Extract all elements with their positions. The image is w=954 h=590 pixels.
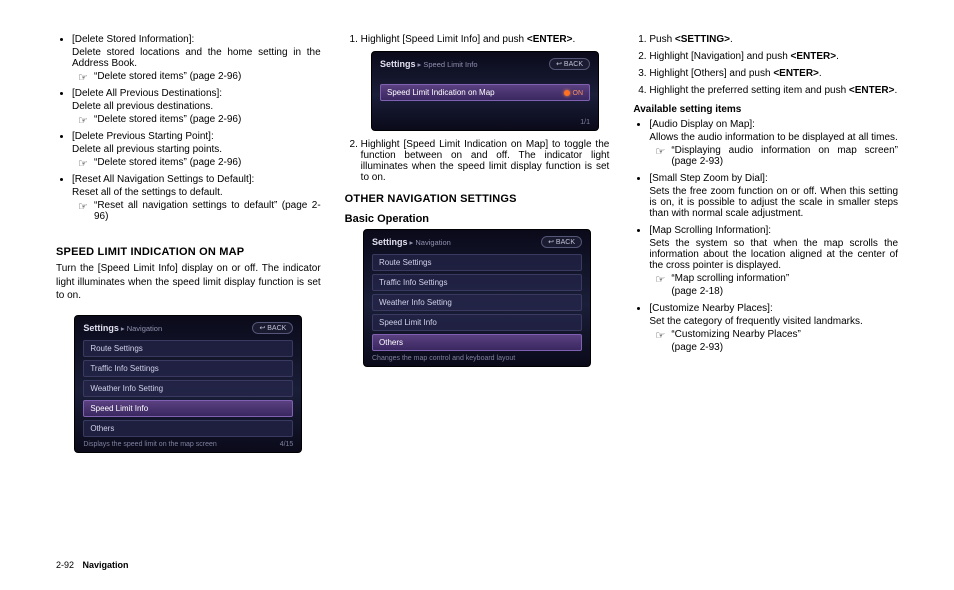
menu-row-selected: Speed Limit Indication on Map ON (380, 84, 590, 101)
list-item: [Delete Stored Information]: Delete stor… (72, 34, 321, 82)
screen-footer-text: Displays the speed limit on the map scre… (83, 441, 216, 448)
item-title: [Reset All Navigation Settings to Defaul… (72, 174, 321, 185)
item-desc: Delete stored locations and the home set… (72, 47, 321, 69)
column-middle: Highlight [Speed Limit Info] and push <E… (345, 34, 610, 570)
screenshot-navigation-others: Settings▸ Navigation ↩ BACK Route Settin… (363, 229, 591, 367)
list-item: [Delete Previous Starting Point]: Delete… (72, 131, 321, 168)
reference-icon: ☞ (655, 145, 665, 158)
item-desc: Sets the system so that when the map scr… (649, 238, 898, 271)
menu-row: Weather Info Setting (372, 294, 582, 311)
button-ref: <ENTER> (773, 68, 819, 79)
screen-breadcrumb: ▸ Navigation (410, 238, 451, 247)
item-desc: Reset all of the settings to default. (72, 187, 321, 198)
screen-breadcrumb: ▸ Navigation (121, 324, 162, 333)
steps-list-other-nav: Push <SETTING>. Highlight [Navigation] a… (633, 34, 898, 96)
item-desc: Sets the free zoom function on or off. W… (649, 186, 898, 219)
item-ref: ☞“Delete stored items” (page 2-96) (72, 71, 321, 82)
item-ref-page: (page 2-18) (649, 286, 898, 297)
step-item: Highlight [Speed Limit Info] and push <E… (361, 34, 610, 131)
screen-footer-text: Changes the map control and keyboard lay… (372, 355, 515, 362)
item-desc: Delete all previous starting points. (72, 144, 321, 155)
available-settings-list: [Audio Display on Map]: Allows the audio… (633, 119, 898, 353)
list-item: [Delete All Previous Destinations]: Dele… (72, 88, 321, 125)
item-ref: ☞“Delete stored items” (page 2-96) (72, 114, 321, 125)
back-button: ↩ BACK (549, 58, 590, 70)
page-footer: 2-92 Navigation (56, 560, 321, 570)
reference-icon: ☞ (78, 157, 88, 170)
item-title: [Customize Nearby Places]: (649, 303, 898, 314)
screenshot-speed-limit-info: Settings▸ Speed Limit Info ↩ BACK Speed … (371, 51, 599, 131)
menu-row: Traffic Info Settings (372, 274, 582, 291)
item-title: [Small Step Zoom by Dial]: (649, 173, 898, 184)
back-button: ↩ BACK (252, 322, 293, 334)
column-right: Push <SETTING>. Highlight [Navigation] a… (633, 34, 898, 570)
button-ref: <ENTER> (791, 51, 837, 62)
list-item: [Map Scrolling Information]: Sets the sy… (649, 225, 898, 297)
screen-page-indicator: 4/15 (280, 441, 294, 448)
column-left: [Delete Stored Information]: Delete stor… (56, 34, 321, 570)
item-ref-page: (page 2-93) (649, 342, 898, 353)
item-title: [Map Scrolling Information]: (649, 225, 898, 236)
menu-row: Traffic Info Settings (83, 360, 293, 377)
list-item: [Customize Nearby Places]: Set the categ… (649, 303, 898, 353)
step-item: Highlight [Navigation] and push <ENTER>. (649, 51, 898, 62)
page-footer-label: Navigation (83, 560, 129, 570)
screen-title: Settings (372, 237, 408, 247)
menu-row: Route Settings (83, 340, 293, 357)
screen-page-indicator: 1/1 (580, 119, 590, 126)
back-button: ↩ BACK (541, 236, 582, 248)
list-item: [Audio Display on Map]: Allows the audio… (649, 119, 898, 167)
step-item: Highlight [Others] and push <ENTER>. (649, 68, 898, 79)
screenshot-navigation-settings: Settings▸ Navigation ↩ BACK Route Settin… (74, 315, 302, 453)
delete-options-list: [Delete Stored Information]: Delete stor… (56, 34, 321, 228)
list-item: [Reset All Navigation Settings to Defaul… (72, 174, 321, 222)
section-body: Turn the [Speed Limit Info] display on o… (56, 262, 321, 303)
menu-row: Others (83, 420, 293, 437)
subsection-heading-basic-op: Basic Operation (345, 213, 610, 225)
menu-row-selected: Speed Limit Info (83, 400, 293, 417)
button-ref: <ENTER> (527, 34, 573, 45)
steps-list-speed-limit: Highlight [Speed Limit Info] and push <E… (345, 34, 610, 183)
step-item: Highlight [Speed Limit Indication on Map… (361, 139, 610, 183)
screen-title: Settings (83, 323, 119, 333)
item-ref: ☞“Reset all navigation settings to defau… (72, 200, 321, 222)
indicator-dot-icon (564, 90, 570, 96)
item-ref: ☞“Map scrolling information” (649, 273, 898, 284)
button-ref: <ENTER> (849, 85, 895, 96)
item-title: [Audio Display on Map]: (649, 119, 898, 130)
item-ref: ☞“Displaying audio information on map sc… (649, 145, 898, 167)
button-ref: <SETTING> (675, 34, 730, 45)
section-heading-speed-limit: SPEED LIMIT INDICATION ON MAP (56, 246, 321, 258)
menu-row: Route Settings (372, 254, 582, 271)
menu-row: Weather Info Setting (83, 380, 293, 397)
page-number: 2-92 (56, 560, 74, 570)
item-ref: ☞“Delete stored items” (page 2-96) (72, 157, 321, 168)
on-label: ON (573, 90, 584, 97)
item-desc: Allows the audio information to be displ… (649, 132, 898, 143)
item-ref: ☞“Customizing Nearby Places” (649, 329, 898, 340)
reference-icon: ☞ (78, 71, 88, 84)
step-item: Highlight the preferred setting item and… (649, 85, 898, 96)
item-title: [Delete Previous Starting Point]: (72, 131, 321, 142)
section-heading-other-nav: OTHER NAVIGATION SETTINGS (345, 193, 610, 205)
reference-icon: ☞ (655, 273, 665, 286)
row-label: Speed Limit Indication on Map (387, 88, 495, 97)
reference-icon: ☞ (655, 329, 665, 342)
item-desc: Delete all previous destinations. (72, 101, 321, 112)
menu-row-selected: Others (372, 334, 582, 351)
list-item: [Small Step Zoom by Dial]: Sets the free… (649, 173, 898, 219)
item-desc: Set the category of frequently visited l… (649, 316, 898, 327)
screen-title: Settings (380, 59, 416, 69)
item-title: [Delete Stored Information]: (72, 34, 321, 45)
reference-icon: ☞ (78, 114, 88, 127)
available-settings-label: Available setting items (633, 104, 898, 115)
step-item: Push <SETTING>. (649, 34, 898, 45)
menu-row: Speed Limit Info (372, 314, 582, 331)
reference-icon: ☞ (78, 200, 88, 213)
screen-breadcrumb: ▸ Speed Limit Info (418, 60, 478, 69)
item-title: [Delete All Previous Destinations]: (72, 88, 321, 99)
